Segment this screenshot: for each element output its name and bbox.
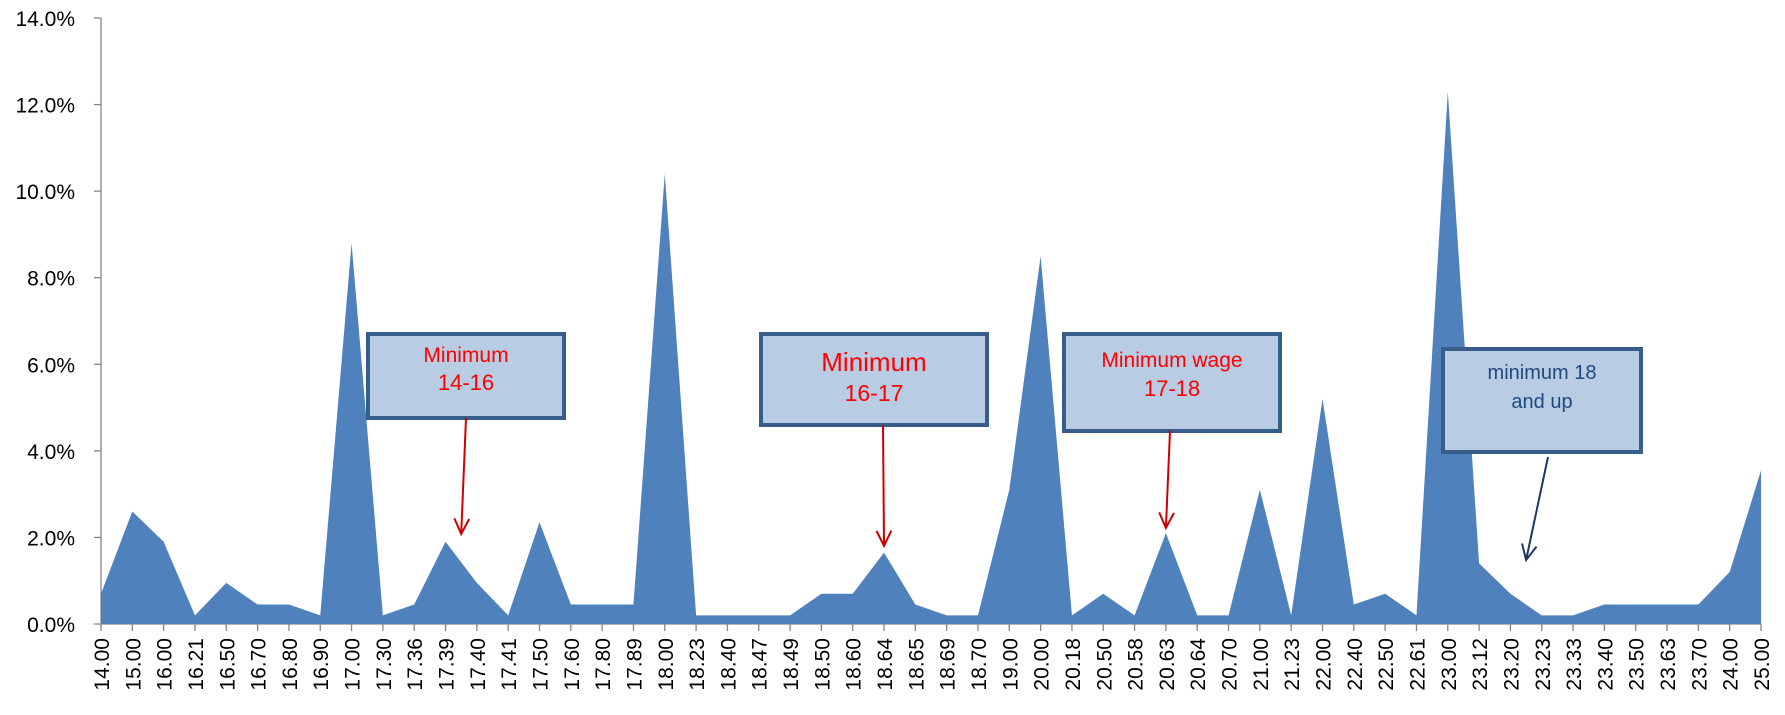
x-tick-label: 16.50 [216, 638, 239, 691]
x-tick-label: 23.20 [1500, 638, 1523, 691]
x-tick-label: 17.30 [373, 638, 396, 691]
x-tick-label: 17.40 [467, 638, 490, 691]
y-tick-label: 14.0% [15, 8, 75, 31]
annotation-arrow [1158, 430, 1175, 531]
x-tick-label: 21.00 [1250, 638, 1273, 691]
x-tick-label: 20.64 [1187, 638, 1210, 691]
annotation-arrow [453, 417, 471, 537]
x-tick-label: 16.80 [279, 638, 302, 691]
callout-box [1441, 347, 1643, 454]
x-tick-label: 17.00 [342, 638, 365, 691]
x-tick-label: 18.65 [905, 638, 928, 691]
arrowhead [453, 518, 471, 537]
x-tick-label: 23.50 [1626, 638, 1649, 691]
callout-box [1062, 332, 1282, 433]
y-tick-label: 2.0% [27, 527, 75, 550]
x-tick-label: 19.00 [999, 638, 1022, 691]
x-tick-label: 14.00 [91, 638, 114, 691]
x-tick-label: 18.50 [811, 638, 834, 691]
x-tick-label: 17.50 [529, 638, 552, 691]
x-tick-label: 22.61 [1406, 638, 1429, 691]
x-tick-label: 25.00 [1751, 638, 1774, 691]
y-tick-label: 0.0% [27, 614, 75, 637]
annotations: Minimum 14-16 Minimum 16-17 Minimum wage 17-1… [366, 332, 1643, 563]
x-tick-label: 20.50 [1093, 638, 1116, 691]
x-tick-label: 23.23 [1532, 638, 1555, 691]
callout-text: 17-18 [1144, 376, 1200, 401]
annotation-callout: Minimum wage 17-18 [1062, 332, 1282, 433]
x-tick-label: 17.80 [592, 638, 615, 691]
x-tick-label: 18.40 [717, 638, 740, 691]
callout-text: Minimum [423, 344, 508, 367]
arrowhead [875, 530, 893, 549]
x-tick-label: 15.00 [122, 638, 145, 691]
annotation-callout: Minimum 14-16 [366, 332, 566, 420]
callout-text: 14-16 [438, 370, 494, 395]
x-tick-label: 23.63 [1657, 638, 1680, 691]
y-tick-label: 10.0% [15, 181, 75, 204]
x-tick-label: 18.70 [968, 638, 991, 691]
x-tick-label: 16.21 [185, 638, 208, 691]
x-tick-label: 16.90 [310, 638, 333, 691]
x-tick-label: 24.00 [1720, 638, 1743, 691]
annotation-arrow [875, 424, 893, 549]
annotation-arrow [1521, 456, 1549, 563]
x-tick-label: 22.40 [1344, 638, 1367, 691]
x-tick-label: 20.70 [1219, 638, 1242, 691]
arrowhead [1158, 512, 1175, 531]
x-tick-labels: 14.00 15.00 16.00 16.21 16.50 16.70 16.80 16.90… [91, 638, 1774, 691]
annotation-callout: minimum 18 and up [1441, 347, 1643, 454]
x-tick-label: 20.00 [1031, 638, 1054, 691]
y-tick-label: 6.0% [27, 354, 75, 377]
x-tick-label: 20.18 [1062, 638, 1085, 691]
x-tick-label: 17.39 [436, 638, 459, 691]
x-tick-label: 18.60 [843, 638, 866, 691]
x-tick-label: 17.60 [561, 638, 584, 691]
x-tick-label: 16.70 [248, 638, 271, 691]
x-tick-label: 22.00 [1313, 638, 1336, 691]
x-tick-label: 23.70 [1688, 638, 1711, 691]
callout-text: Minimum [821, 347, 926, 377]
x-tick-label: 23.40 [1594, 638, 1617, 691]
callout-box [759, 332, 989, 427]
callout-text: 16-17 [845, 380, 904, 406]
y-tick-label: 12.0% [15, 95, 75, 118]
x-tick-label: 17.36 [404, 638, 427, 691]
x-tick-label: 17.41 [498, 638, 521, 691]
arrowhead [1521, 543, 1538, 563]
annotation-callout: Minimum 16-17 [759, 332, 989, 427]
y-tick-label: 8.0% [27, 268, 75, 291]
x-tick-label: 16.00 [154, 638, 177, 691]
x-tick-label: 23.12 [1469, 638, 1492, 691]
y-tick-label: 4.0% [27, 441, 75, 464]
x-tick-label: 18.49 [780, 638, 803, 691]
x-tick-label: 21.23 [1281, 638, 1304, 691]
callout-text: minimum 18 [1488, 362, 1597, 384]
x-tick-label: 17.89 [623, 638, 646, 691]
x-tick-label: 18.23 [686, 638, 709, 691]
x-tick-label: 18.00 [655, 638, 678, 691]
x-tick-label: 18.47 [749, 638, 772, 691]
x-tick-label: 18.69 [937, 638, 960, 691]
y-tick-labels: 0.0% 2.0% 4.0% 6.0% 8.0% 10.0% 12.0% 14.0% [15, 8, 75, 637]
x-tick-label: 18.64 [874, 638, 897, 691]
x-tick-label: 23.33 [1563, 638, 1586, 691]
callout-text: and up [1511, 391, 1572, 413]
x-tick-label: 20.58 [1125, 638, 1148, 691]
x-tick-label: 23.00 [1438, 638, 1461, 691]
callout-text: Minimum wage [1101, 349, 1242, 372]
x-tick-label: 20.63 [1156, 638, 1179, 691]
x-tick-label: 22.50 [1375, 638, 1398, 691]
